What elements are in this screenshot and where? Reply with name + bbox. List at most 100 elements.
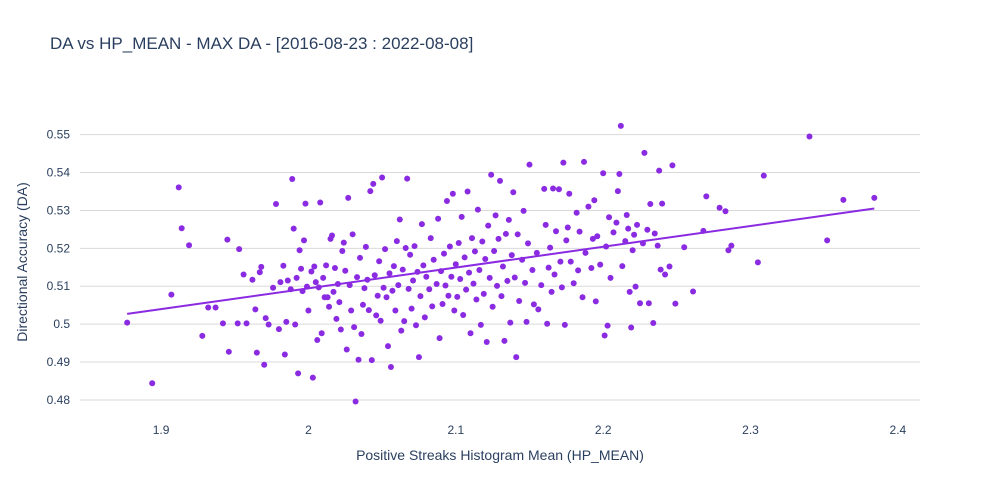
scatter-point bbox=[442, 282, 449, 289]
scatter-point bbox=[408, 305, 415, 312]
scatter-point bbox=[392, 307, 399, 314]
scatter-point bbox=[377, 317, 384, 324]
scatter-point bbox=[514, 231, 521, 238]
scatter-point bbox=[824, 237, 831, 244]
scatter-point bbox=[429, 303, 436, 310]
scatter-point bbox=[358, 330, 365, 337]
scatter-point bbox=[725, 247, 732, 254]
scatter-point bbox=[806, 133, 813, 140]
scatter-point bbox=[339, 247, 346, 254]
scatter-point bbox=[417, 293, 424, 300]
y-tick-label: 0.48 bbox=[47, 393, 71, 407]
scatter-point bbox=[368, 357, 375, 364]
scatter-point bbox=[219, 320, 226, 327]
scatter-point bbox=[348, 307, 355, 314]
y-tick-label: 0.53 bbox=[47, 203, 71, 217]
scatter-point bbox=[477, 321, 484, 328]
scatter-point bbox=[451, 307, 458, 314]
scatter-point bbox=[610, 229, 617, 236]
scatter-point bbox=[441, 250, 447, 257]
scatter-point bbox=[541, 185, 548, 192]
scatter-point bbox=[234, 320, 241, 327]
scatter-point bbox=[349, 231, 356, 238]
scatter-point bbox=[631, 231, 638, 238]
scatter-point bbox=[415, 354, 422, 361]
scatter-point bbox=[659, 200, 666, 207]
scatter-point bbox=[497, 177, 503, 184]
scatter-point bbox=[625, 225, 632, 232]
scatter-point bbox=[672, 300, 679, 307]
scatter-point bbox=[420, 262, 427, 269]
scatter-point bbox=[357, 254, 363, 261]
scatter-point bbox=[560, 159, 567, 166]
scatter-point bbox=[404, 175, 411, 182]
scatter-point bbox=[666, 263, 673, 270]
scatter-point bbox=[314, 337, 321, 344]
scatter-point bbox=[446, 243, 453, 250]
scatter-point bbox=[463, 286, 470, 293]
scatter-point bbox=[511, 274, 518, 281]
scatter-point bbox=[448, 273, 455, 280]
scatter-point bbox=[690, 288, 697, 295]
y-tick-labels: 0.48 0.49 0.5 0.51 0.52 0.53 0.54 0.55 bbox=[47, 128, 71, 407]
scatter-point bbox=[455, 240, 462, 247]
scatter-point bbox=[585, 203, 592, 210]
scatter-point bbox=[175, 184, 182, 191]
scatter-point bbox=[535, 306, 542, 313]
scatter-point bbox=[253, 349, 260, 356]
scatter-point bbox=[275, 326, 282, 333]
scatter-point bbox=[333, 315, 340, 322]
scatter-point bbox=[491, 247, 498, 254]
scatter-point bbox=[318, 330, 325, 337]
scatter-point bbox=[588, 265, 595, 272]
y-tick-label: 0.54 bbox=[47, 166, 71, 180]
scatter-point bbox=[601, 332, 608, 339]
scatter-point bbox=[370, 180, 377, 187]
scatter-point bbox=[249, 276, 256, 283]
scatter-point bbox=[573, 209, 580, 216]
scatter-point bbox=[550, 185, 557, 192]
scatter-point bbox=[458, 213, 465, 220]
scatter-point bbox=[581, 158, 587, 165]
scatter-point bbox=[387, 363, 394, 370]
scatter-point bbox=[261, 361, 268, 368]
x-tick-label: 2.1 bbox=[447, 423, 464, 437]
scatter-point bbox=[489, 303, 496, 310]
scatter-point bbox=[516, 298, 523, 305]
y-tick-label: 0.49 bbox=[47, 355, 71, 369]
trendline-group bbox=[127, 207, 875, 315]
scatter-point bbox=[301, 237, 307, 244]
scatter-point bbox=[592, 298, 599, 305]
y-tick-label: 0.5 bbox=[53, 317, 70, 331]
scatter-point bbox=[212, 304, 219, 311]
scatter-point bbox=[376, 258, 383, 265]
scatter-point bbox=[337, 326, 344, 333]
scatter-point bbox=[520, 207, 527, 214]
scatter-point bbox=[292, 321, 299, 328]
scatter-point bbox=[504, 277, 511, 284]
scatter-point bbox=[471, 248, 478, 255]
scatter-point bbox=[393, 238, 400, 245]
scatter-point bbox=[557, 258, 564, 265]
scatter-point bbox=[277, 279, 284, 286]
scatter-point bbox=[224, 236, 231, 243]
scatter-point bbox=[760, 172, 767, 179]
scatter-point bbox=[582, 249, 589, 256]
chart-title: DA vs HP_MEAN - MAX DA - [2016-08-23 : 2… bbox=[50, 34, 474, 53]
scatter-point bbox=[352, 398, 359, 405]
scatter-point bbox=[604, 322, 611, 329]
scatter-point bbox=[469, 235, 475, 242]
scatter-point bbox=[308, 268, 315, 275]
scatter-point bbox=[579, 294, 586, 301]
scatter-point bbox=[522, 279, 529, 286]
scatter-point bbox=[423, 273, 430, 280]
scatter-point bbox=[548, 288, 555, 295]
scatter-point bbox=[502, 230, 509, 237]
scatter-point bbox=[561, 321, 568, 328]
scatter-point bbox=[343, 346, 350, 353]
scatter-point bbox=[383, 294, 390, 301]
scatter-point bbox=[575, 267, 582, 274]
scatter-point bbox=[600, 170, 607, 177]
scatter-point bbox=[563, 237, 570, 244]
scatter-point bbox=[494, 282, 501, 289]
